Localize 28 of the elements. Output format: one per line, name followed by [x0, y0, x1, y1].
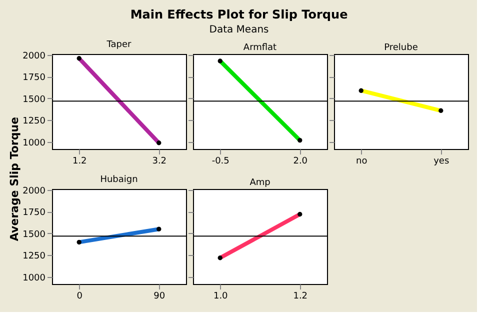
y-tick-label: 1250 — [22, 252, 46, 262]
x-tick-label: no — [356, 156, 368, 166]
y-tick-label: 1000 — [22, 138, 46, 149]
chart-title: Taper — [106, 40, 132, 50]
x-tick-label: 90 — [154, 292, 166, 302]
x-tick-label: 2.0 — [293, 156, 308, 166]
y-tick-label: 2000 — [22, 186, 46, 196]
chart-title: Amp — [250, 178, 271, 188]
y-tick-label: 1500 — [22, 94, 46, 105]
y-tick-label: 1750 — [22, 208, 46, 218]
x-tick-label: 1.0 — [213, 292, 228, 302]
y-tick-label: 1500 — [22, 230, 46, 240]
x-tick-label: 0 — [76, 292, 83, 302]
x-tick-label: 1.2 — [72, 156, 87, 166]
text: Average Slip Torque — [8, 116, 21, 242]
text: Main Effects Plot for Slip Torque — [130, 7, 348, 22]
y-tick-label: 2000 — [22, 51, 46, 62]
chart-title: Armflat — [243, 43, 278, 53]
y-tick-label: 1250 — [22, 116, 46, 127]
x-tick-label: yes — [434, 156, 450, 166]
y-tick-label: 1000 — [22, 274, 46, 284]
x-tick-label: 1.2 — [293, 292, 308, 302]
y-tick-label: 1750 — [22, 73, 46, 84]
x-tick-label: -0.5 — [212, 156, 230, 166]
x-tick-label: 3.2 — [152, 156, 167, 166]
chart-title: Prelube — [384, 43, 418, 53]
text: Data Means — [209, 24, 269, 36]
chart-title: Hubaign — [100, 174, 138, 185]
